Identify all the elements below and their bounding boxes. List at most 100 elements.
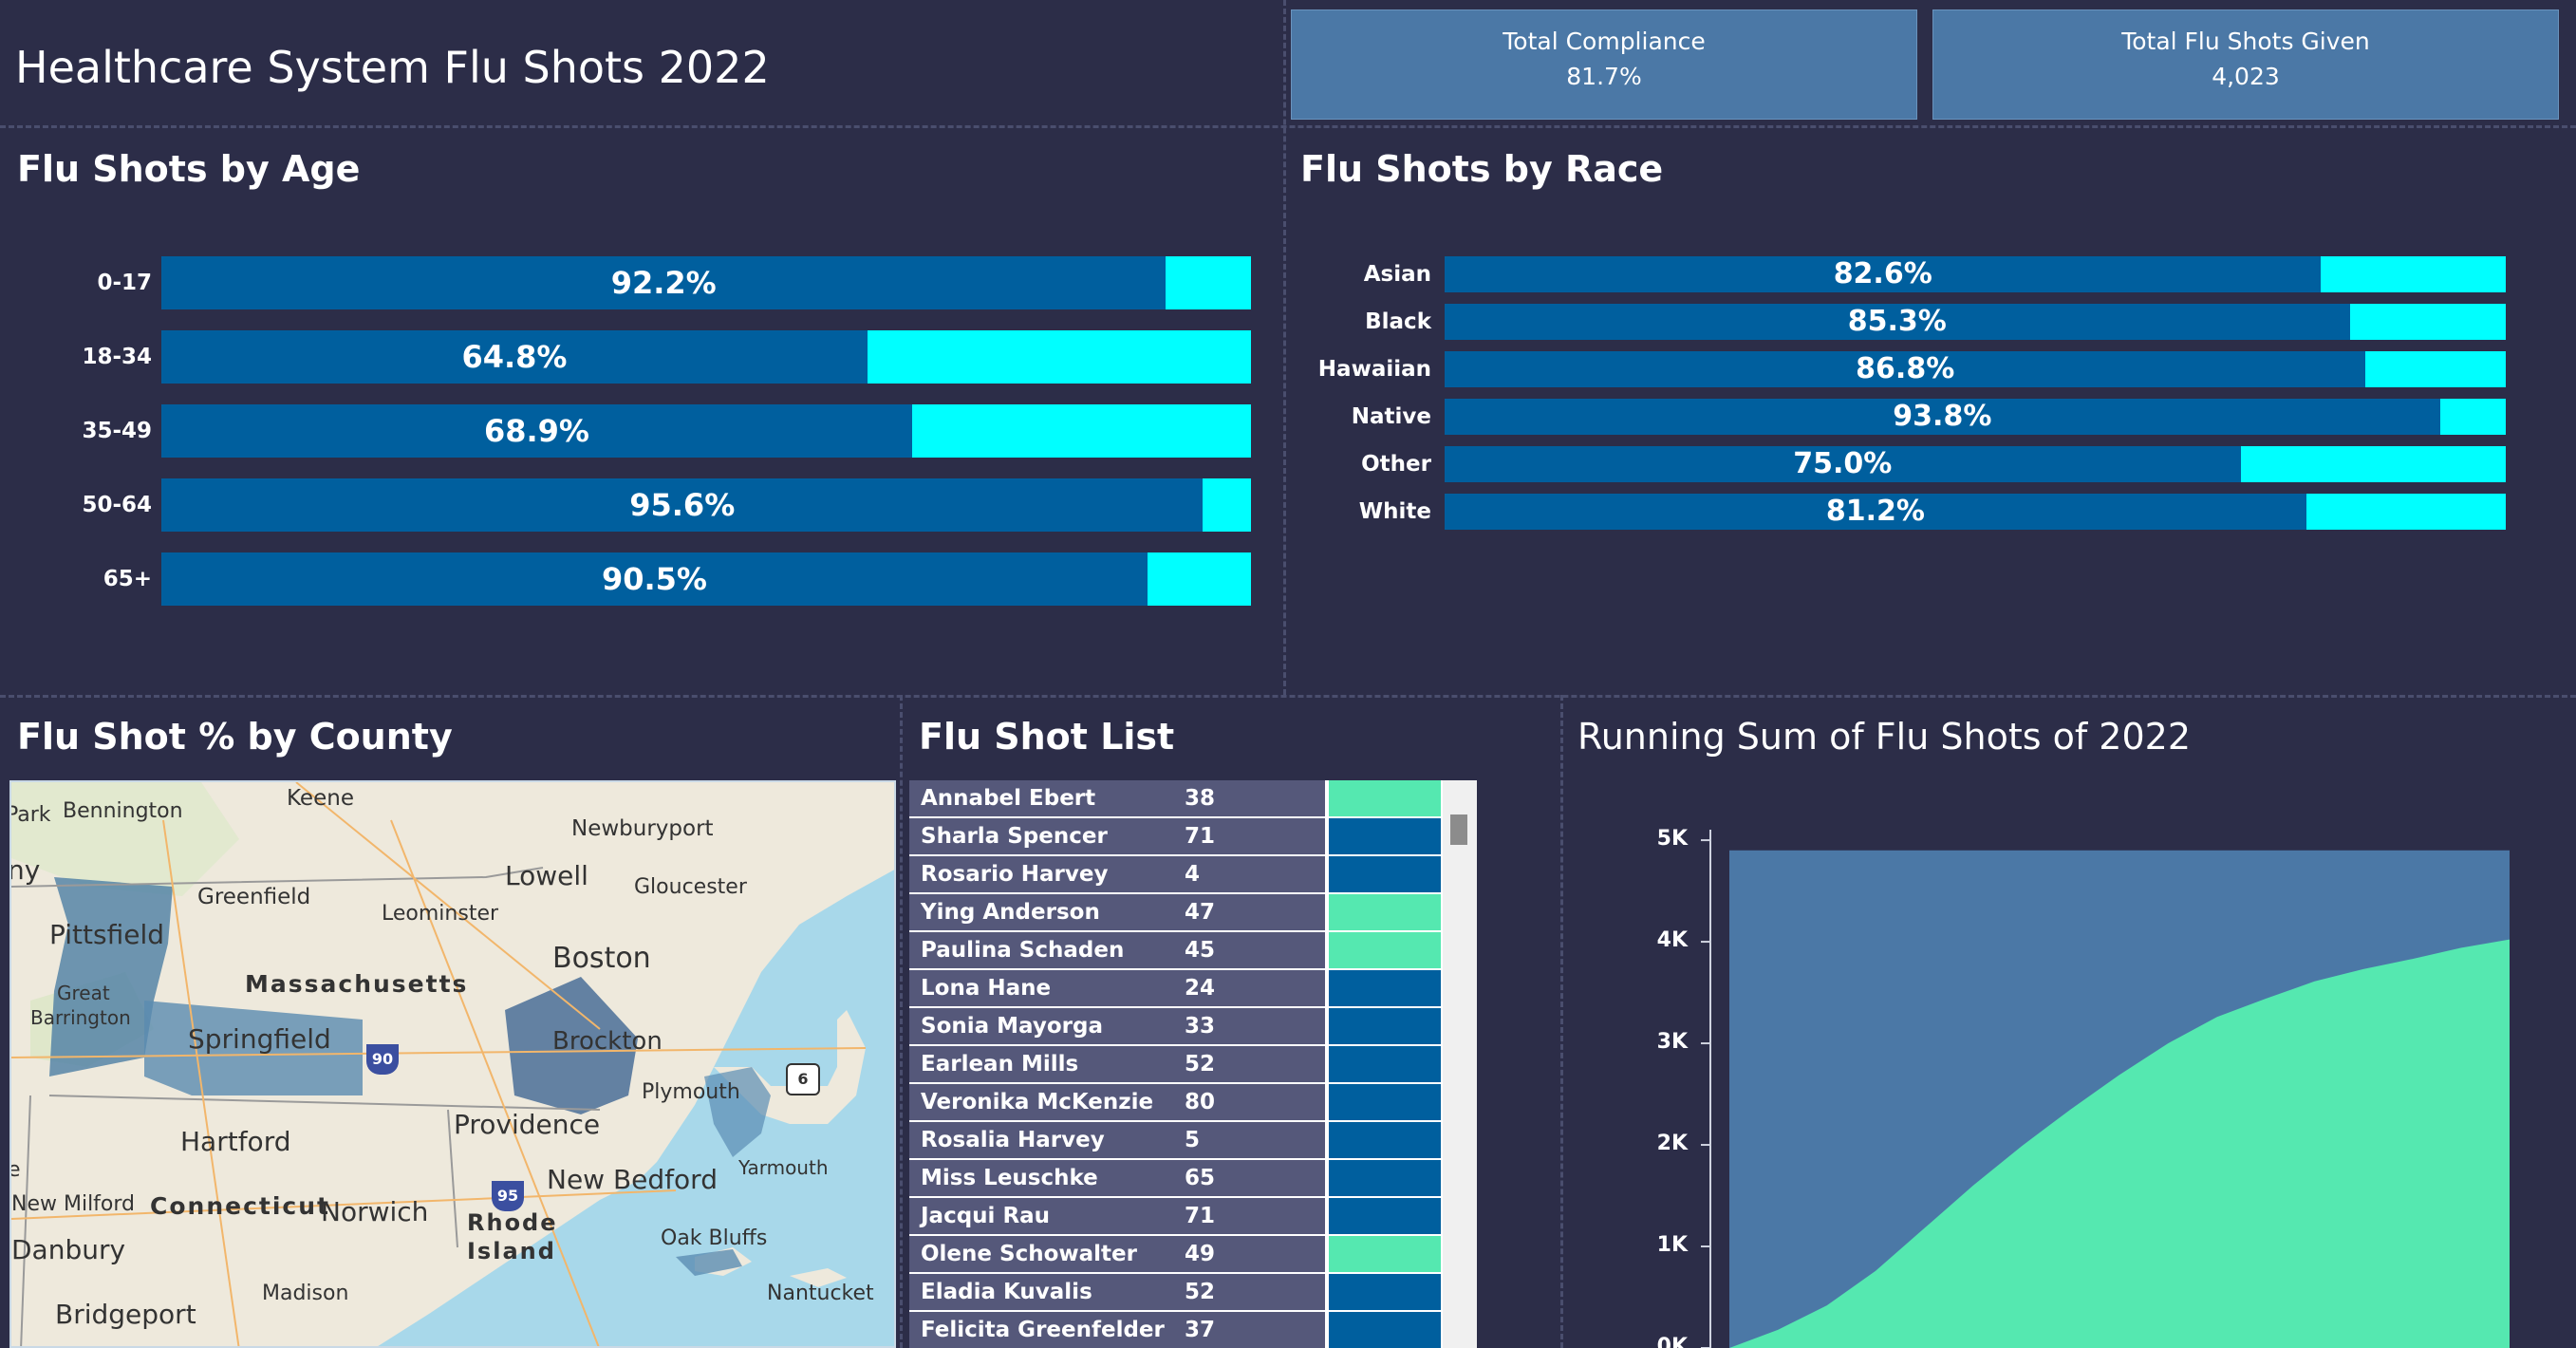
patient-name: Paulina Schaden 45 [909,932,1325,968]
divider [900,695,903,1348]
list-item[interactable]: Olene Schowalter 49 [909,1236,1441,1272]
status-color-cell [1329,1274,1441,1310]
list-item[interactable]: Sonia Mayorga 33 [909,1008,1441,1044]
bar-track[interactable]: 93.8% [1445,399,2506,435]
map-label: Lowell [505,860,588,891]
race-bar-chart: Asian 82.6% Black 85.3% Hawaiian 86.8% Native 9… [1283,256,2565,541]
map-label: e [11,1158,21,1182]
map-label: Island [467,1238,556,1264]
y-tick-label: 4K [1656,928,1688,953]
list-scrollbar[interactable] [1443,780,1477,1348]
bar-category-label: Other [1361,452,1431,477]
bar-value-label: 82.6% [1833,257,1932,290]
list-item[interactable]: Miss Leuschke 65 [909,1160,1441,1196]
kpi-label: Total Compliance [1503,28,1706,55]
list-item[interactable]: Eladia Kuvalis 52 [909,1274,1441,1310]
bar-category-label: 35-49 [82,419,152,443]
running-sum-area[interactable] [1729,939,2510,1348]
list-item[interactable]: Paulina Schaden 45 [909,932,1441,968]
bar-category-label: Asian [1363,262,1431,287]
list-item[interactable]: Rosalia Harvey 5 [909,1122,1441,1158]
bar-track[interactable]: 92.2% [161,256,1251,309]
list-item[interactable]: Ying Anderson 47 [909,894,1441,930]
list-item[interactable]: Rosario Harvey 4 [909,856,1441,892]
list-item[interactable]: Jacqui Rau 71 [909,1198,1441,1234]
map-label: Hartford [180,1126,291,1157]
y-tick-label: 3K [1656,1030,1688,1055]
divider [1283,0,1286,695]
bar-value-label: 85.3% [1847,305,1947,338]
list-item[interactable]: Felicita Greenfelder 37 [909,1312,1441,1348]
bar-track[interactable]: 82.6% [1445,256,2506,292]
map-label: Newburyport [571,816,714,841]
bar-fill [1445,399,2440,435]
patient-age: 71 [1185,1204,1216,1228]
map-label: Massachusetts [245,970,469,998]
kpi-total-flu-shots: Total Flu Shots Given 4,023 [1932,9,2559,120]
divider [0,125,2576,128]
bar-track[interactable]: 68.9% [161,404,1251,458]
list-item[interactable]: Veronika McKenzie 80 [909,1084,1441,1120]
map-label: Pittsfield [49,919,165,950]
map-label: Madison [262,1282,349,1305]
bar-track[interactable]: 90.5% [161,552,1251,606]
bar-fill [161,404,912,458]
patient-age: 80 [1185,1090,1216,1114]
patient-name: Felicita Greenfelder 37 [909,1312,1325,1348]
list-item[interactable]: Lona Hane 24 [909,970,1441,1006]
patient-name: Olene Schowalter 49 [909,1236,1325,1272]
age-chart-title: Flu Shots by Age [17,148,361,190]
area-chart-title: Running Sum of Flu Shots of 2022 [1577,716,2192,758]
map-label: Yarmouth [738,1156,829,1179]
patient-name: Sharla Spencer 71 [909,818,1325,854]
flu-shot-list[interactable]: Annabel Ebert 38 Sharla Spencer 71 Rosario H… [909,780,1477,1348]
bar-value-label: 90.5% [601,561,707,597]
bar-value-label: 75.0% [1793,447,1893,480]
list-item[interactable]: Annabel Ebert 38 [909,780,1441,816]
bar-track[interactable]: 86.8% [1445,351,2506,387]
status-color-cell [1329,932,1441,968]
list-item[interactable]: Sharla Spencer 71 [909,818,1441,854]
bar-value-label: 92.2% [610,265,717,301]
patient-age: 33 [1185,1014,1216,1039]
patient-age: 65 [1185,1166,1216,1190]
map-label: Oak Bluffs [661,1226,768,1250]
list-item[interactable]: Earlean Mills 52 [909,1046,1441,1082]
status-color-cell [1329,1198,1441,1234]
patient-name: Earlean Mills 52 [909,1046,1325,1082]
bar-value-label: 68.9% [483,413,589,449]
map-label: Barrington [30,1006,131,1029]
bar-fill [1445,351,2366,387]
map-label: Brockton [552,1027,663,1056]
divider [0,695,2576,698]
bar-fill [1445,446,2241,482]
status-color-cell [1329,1084,1441,1120]
y-tick-label: 1K [1656,1233,1688,1257]
bar-category-label: Native [1351,404,1431,429]
status-color-cell [1329,1236,1441,1272]
patient-age: 4 [1185,862,1201,887]
bar-track[interactable]: 75.0% [1445,446,2506,482]
list-scrollbar-thumb[interactable] [1450,814,1467,845]
bar-track[interactable]: 64.8% [161,330,1251,384]
map-label: Springfield [188,1023,331,1055]
bar-track[interactable]: 85.3% [1445,304,2506,340]
map-label: Leominster [382,902,499,926]
county-map[interactable]: Keene Bennington Park Newburyport Lowell… [9,780,896,1348]
patient-age: 37 [1185,1318,1216,1342]
highway-shield-icon: 95 [492,1181,524,1211]
map-canvas [11,782,894,1346]
bar-fill [161,256,1167,309]
map-label: Park [9,803,51,827]
bar-track[interactable]: 81.2% [1445,494,2506,530]
bar-fill [1445,304,2350,340]
map-label: Gloucester [634,875,747,899]
bar-track[interactable]: 95.6% [161,478,1251,532]
patient-age: 5 [1185,1128,1201,1152]
bar-value-label: 64.8% [461,339,568,375]
map-label: Connecticut [150,1192,330,1220]
us-route-shield-icon: 6 [786,1063,820,1095]
kpi-value: 4,023 [2212,63,2280,90]
patient-age: 38 [1185,786,1216,811]
status-color-cell [1329,970,1441,1006]
